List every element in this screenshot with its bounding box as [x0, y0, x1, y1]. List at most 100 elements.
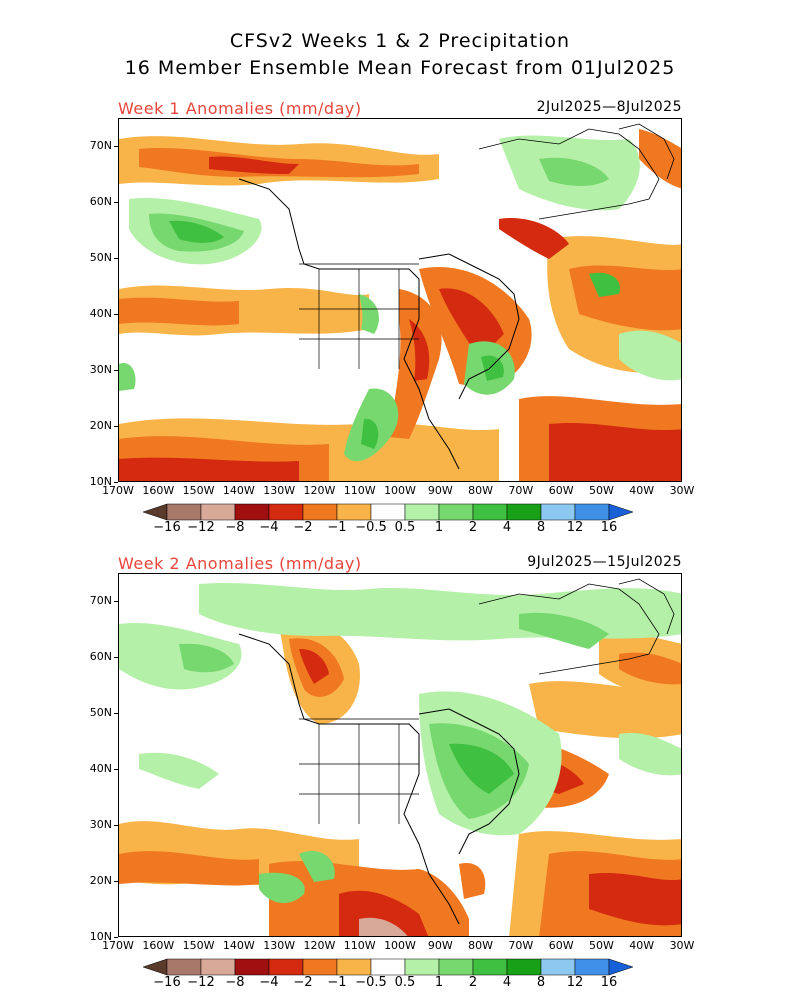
colorbar-label: −4	[259, 975, 279, 990]
lon-label: 60W	[548, 939, 574, 952]
colorbar-swatch	[166, 503, 202, 521]
colorbar-swatch	[574, 958, 610, 976]
colorbar-label: −1	[327, 520, 347, 535]
colorbar-swatch	[404, 503, 440, 521]
lat-label: 60N	[89, 195, 112, 208]
lat-label: 50N	[89, 251, 112, 264]
colorbar-swatch	[302, 958, 338, 976]
colorbar-swatch	[268, 958, 304, 976]
week2-map-graphic	[119, 578, 681, 936]
lon-label: 150W	[182, 939, 215, 952]
lat-tick	[114, 769, 118, 770]
lon-label: 100W	[384, 484, 416, 497]
colorbar-label: −16	[153, 520, 181, 535]
colorbar-swatch	[370, 958, 406, 976]
colorbar-label: −12	[187, 975, 215, 990]
colorbar-swatch	[438, 503, 474, 521]
colorbar-label: −0.5	[355, 975, 387, 990]
lon-label: 70W	[508, 939, 534, 952]
lon-label: 130W	[263, 484, 296, 497]
week2-colorbar	[143, 958, 634, 976]
colorbar-swatch	[472, 503, 508, 521]
colorbar-swatch	[540, 503, 576, 521]
colorbar-swatch	[268, 503, 304, 521]
lon-label: 70W	[508, 484, 534, 497]
colorbar-label: −12	[187, 520, 215, 535]
lat-label: 60N	[89, 650, 112, 663]
lat-label: 10N	[89, 930, 112, 943]
colorbar-swatch	[336, 503, 372, 521]
lon-label: 90W	[427, 939, 453, 952]
lat-tick	[114, 881, 118, 882]
colorbar-swatch	[438, 958, 474, 976]
colorbar-swatch	[200, 503, 236, 521]
colorbar-label: −8	[225, 975, 245, 990]
colorbar-label: 0.5	[394, 520, 416, 535]
colorbar-label: 2	[468, 975, 478, 990]
colorbar-swatch	[608, 503, 634, 521]
colorbar-label: 12	[566, 975, 584, 990]
lat-label: 70N	[89, 139, 112, 152]
lon-label: 60W	[548, 484, 574, 497]
lat-tick	[114, 937, 118, 938]
lon-label: 140W	[222, 939, 255, 952]
lon-label: 170W	[102, 484, 134, 497]
colorbar-swatch	[608, 958, 634, 976]
lon-label: 40W	[629, 484, 655, 497]
colorbar-swatch	[336, 958, 372, 976]
lat-tick	[114, 314, 118, 315]
colorbar-swatch	[143, 958, 168, 976]
lat-tick	[114, 601, 118, 602]
colorbar-label: −8	[225, 520, 245, 535]
lon-label: 130W	[263, 939, 296, 952]
colorbar-label: 8	[536, 975, 546, 990]
lon-label: 90W	[427, 484, 453, 497]
colorbar-swatch	[506, 958, 542, 976]
lon-label: 170W	[102, 939, 134, 952]
lat-label: 10N	[89, 475, 112, 488]
colorbar-label: 4	[502, 975, 512, 990]
week1-dates: 2Jul2025—8Jul2025	[536, 99, 682, 115]
colorbar-swatch	[472, 958, 508, 976]
lat-tick	[114, 825, 118, 826]
lat-label: 40N	[89, 762, 112, 775]
colorbar-swatch	[540, 958, 576, 976]
title-line-2: 16 Member Ensemble Mean Forecast from 01…	[124, 57, 676, 79]
colorbar-label: −2	[293, 520, 313, 535]
lat-tick	[114, 657, 118, 658]
lon-label: 40W	[629, 939, 655, 952]
colorbar-label: 8	[536, 520, 546, 535]
lon-label: 30W	[669, 484, 695, 497]
colorbar-swatch	[506, 503, 542, 521]
colorbar-label: −0.5	[355, 520, 387, 535]
lon-label: 150W	[182, 484, 215, 497]
lon-label: 110W	[343, 939, 376, 952]
lat-tick	[114, 713, 118, 714]
colorbar-swatch	[200, 958, 236, 976]
lon-label: 100W	[384, 939, 416, 952]
colorbar-label: −2	[293, 975, 313, 990]
colorbar-swatch	[302, 503, 338, 521]
colorbar-label: 16	[600, 975, 618, 990]
lat-tick	[114, 370, 118, 371]
colorbar-swatch	[574, 503, 610, 521]
lon-label: 110W	[343, 484, 376, 497]
lon-label: 80W	[468, 484, 493, 497]
lon-label: 50W	[588, 939, 614, 952]
lat-tick	[114, 146, 118, 147]
lon-label: 120W	[303, 484, 336, 497]
colorbar-swatch	[370, 503, 406, 521]
lat-tick	[114, 482, 118, 483]
title-line-1: CFSv2 Weeks 1 & 2 Precipitation	[229, 30, 571, 52]
colorbar-label: 16	[600, 520, 618, 535]
lat-label: 20N	[89, 874, 112, 887]
week1-map-graphic	[119, 123, 681, 481]
lat-tick	[114, 202, 118, 203]
colorbar-label: 1	[434, 520, 444, 535]
colorbar-label: 4	[502, 520, 512, 535]
lat-tick	[114, 258, 118, 259]
lat-tick	[114, 426, 118, 427]
lat-label: 30N	[89, 818, 112, 831]
colorbar-label: 2	[468, 520, 478, 535]
lon-label: 30W	[669, 939, 695, 952]
